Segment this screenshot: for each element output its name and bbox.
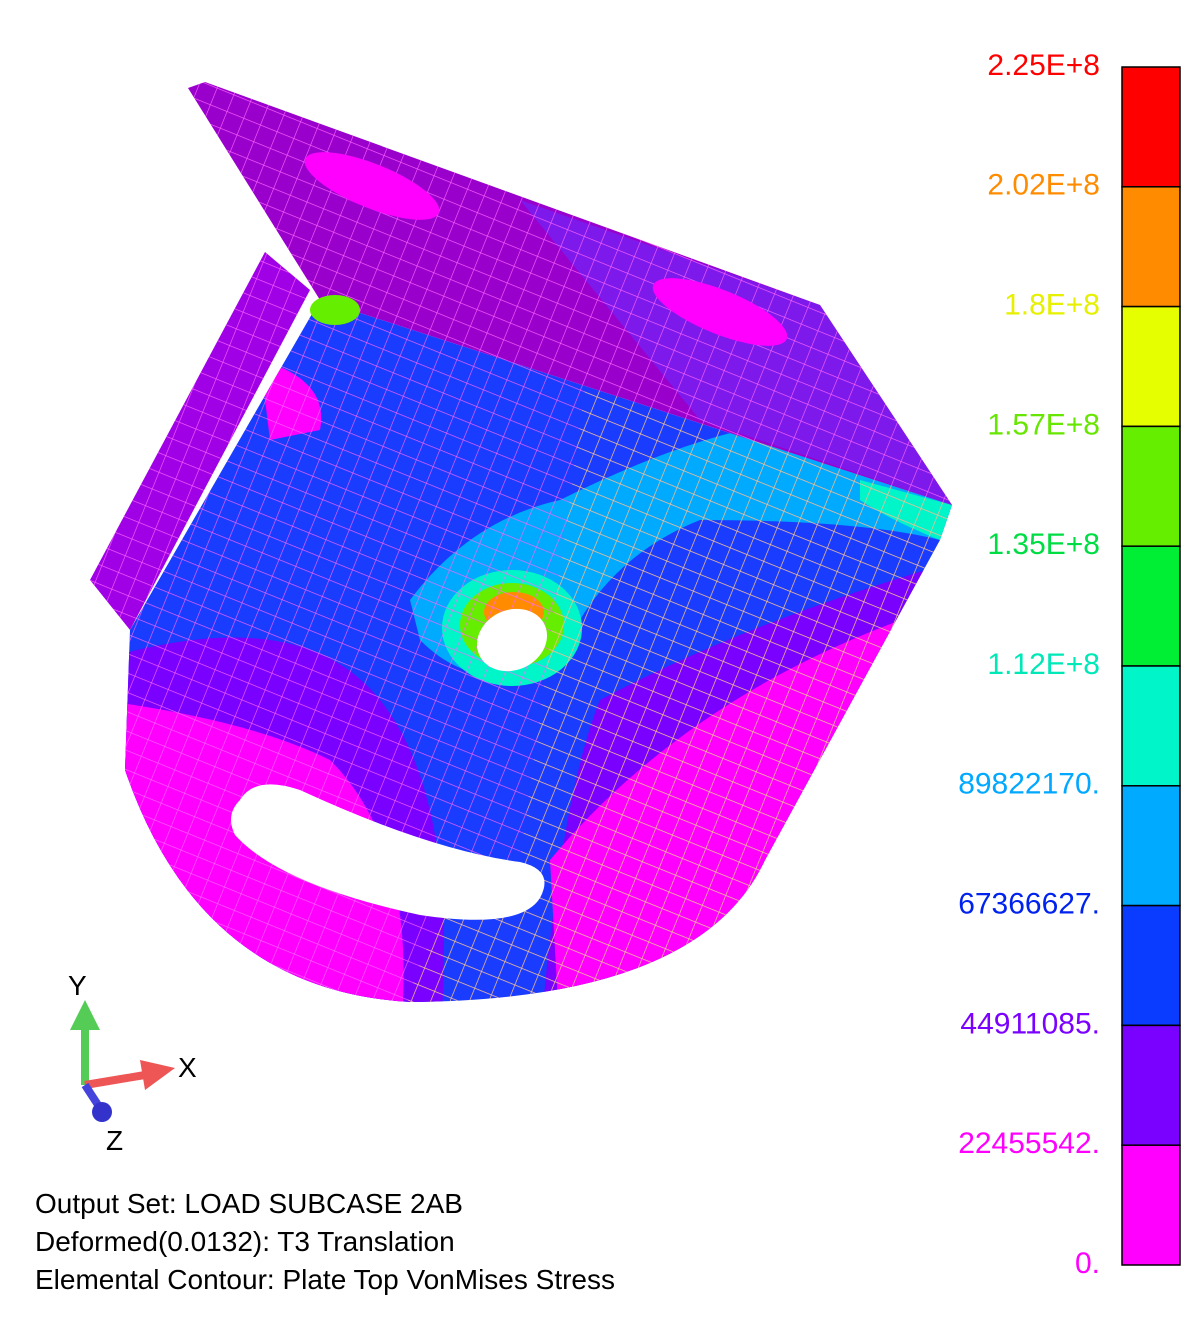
legend-label: 1.8E+8 <box>1004 289 1100 322</box>
legend-label: 1.35E+8 <box>987 528 1100 561</box>
legend-band <box>1121 545 1181 667</box>
legend-label: 2.25E+8 <box>987 49 1100 82</box>
legend-label: 1.57E+8 <box>987 408 1100 441</box>
legend-band <box>1121 305 1181 428</box>
contour-legend: 2.25E+8 2.02E+8 1.8E+8 1.57E+8 1.35E+8 1.12E+… <box>958 49 1181 1280</box>
x-axis-arrow <box>84 1071 146 1089</box>
z-axis-label: Z <box>106 1125 123 1156</box>
x-axis-label: X <box>178 1052 197 1083</box>
legend-band <box>1121 66 1181 188</box>
legend-band <box>1121 1024 1181 1146</box>
left-flange-mesh <box>90 252 310 630</box>
y-axis-label: Y <box>68 970 87 1001</box>
legend-band <box>1121 1144 1181 1266</box>
info-line: Output Set: LOAD SUBCASE 2AB <box>35 1188 463 1219</box>
legend-label: 2.02E+8 <box>987 169 1100 202</box>
slot <box>231 784 545 920</box>
legend-label: 89822170. <box>958 768 1100 801</box>
legend-label: 0. <box>1075 1247 1100 1280</box>
legend-band <box>1121 785 1181 907</box>
hole <box>476 608 548 672</box>
info-line: Deformed(0.0132): T3 Translation <box>35 1226 455 1257</box>
legend-band <box>1121 665 1181 787</box>
corner-hotspot <box>310 295 360 325</box>
legend-label: 22455542. <box>958 1127 1100 1160</box>
y-arrowhead <box>70 1000 100 1030</box>
fe-model <box>90 82 952 1002</box>
top-slot-2 <box>652 278 788 346</box>
legend-label: 1.12E+8 <box>987 648 1100 681</box>
z-arrowhead <box>92 1102 112 1122</box>
x-arrowhead <box>140 1060 175 1090</box>
axis-triad: Y X Z <box>68 970 197 1156</box>
legend-band <box>1121 425 1181 547</box>
legend-label: 67366627. <box>958 888 1100 921</box>
legend-label: 44911085. <box>960 1007 1100 1040</box>
info-line: Elemental Contour: Plate Top VonMises St… <box>35 1264 615 1295</box>
info-text: Output Set: LOAD SUBCASE 2AB Deformed(0.… <box>35 1188 615 1295</box>
legend-band <box>1121 186 1181 308</box>
legend-band <box>1121 904 1181 1027</box>
top-slot-1 <box>304 152 440 220</box>
